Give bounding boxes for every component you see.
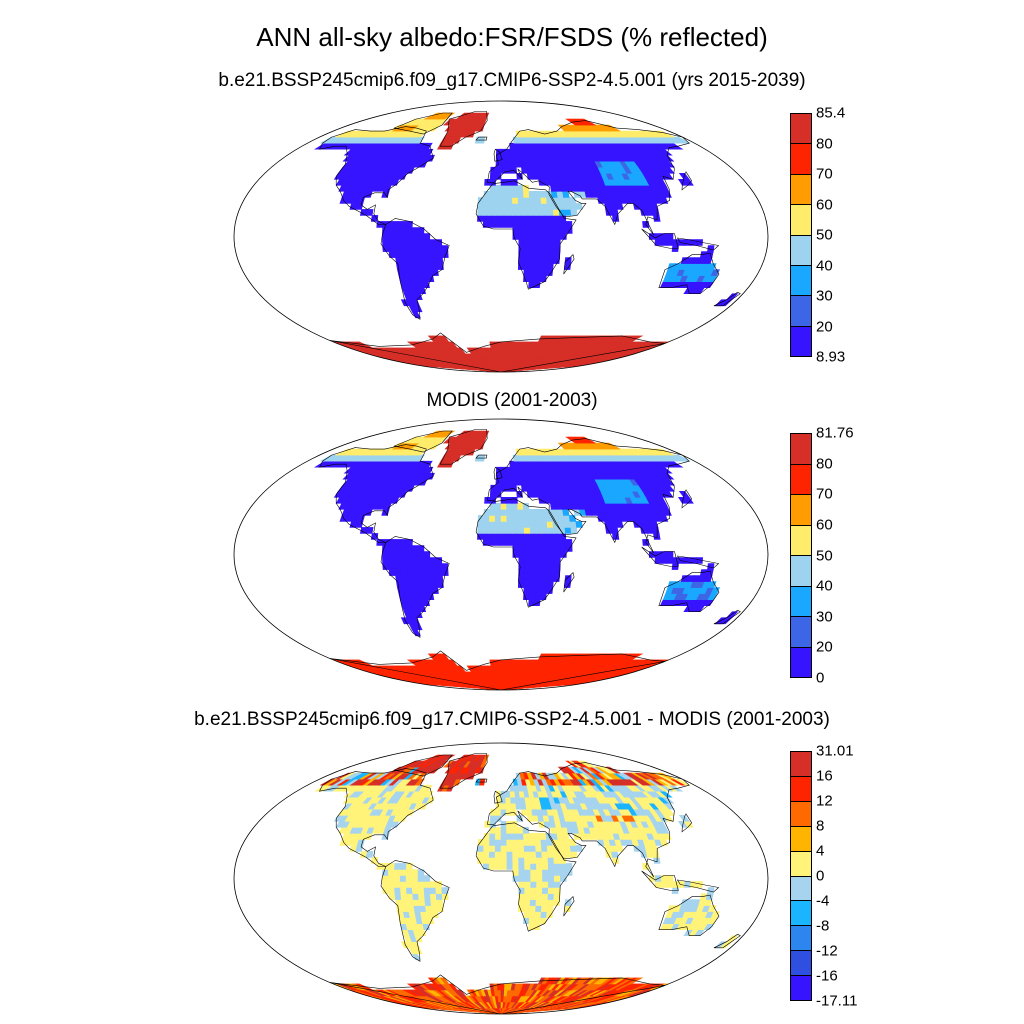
colorbar-swatch xyxy=(791,951,811,977)
colorbar-label: -4 xyxy=(816,892,830,910)
colorbar-model: 85.4 80 70 60 50 40 30 20 8.93 xyxy=(790,105,870,366)
colorbar-label: 0 xyxy=(816,669,825,687)
colorbar-swatches xyxy=(790,751,812,1001)
colorbar-label: 60 xyxy=(816,196,833,213)
colorbar-label: 40 xyxy=(816,577,833,595)
map-border xyxy=(233,418,769,691)
colorbar-label: 85.4 xyxy=(816,104,846,122)
colorbar-swatches xyxy=(790,113,812,357)
map-panel-difference xyxy=(233,742,769,1015)
colorbar-label: 60 xyxy=(816,516,833,534)
colorbar-label: 50 xyxy=(816,226,833,244)
colorbar-label: -12 xyxy=(816,942,838,960)
colorbar-swatch xyxy=(791,174,811,206)
colorbar-swatch xyxy=(791,926,811,952)
colorbar-label: 8.93 xyxy=(816,348,846,366)
colorbar-swatch xyxy=(791,851,811,877)
colorbar-swatch xyxy=(791,434,811,465)
colorbar-label: 0 xyxy=(816,867,825,885)
colorbar-label: 80 xyxy=(816,455,833,473)
colorbar-label: 16 xyxy=(816,767,833,785)
land-grid-cells xyxy=(313,754,739,1014)
colorbar-swatch xyxy=(791,114,811,145)
colorbar-label: 20 xyxy=(816,638,833,656)
colorbar-label: 20 xyxy=(816,318,833,335)
colorbar-swatch xyxy=(791,556,811,587)
coastlines xyxy=(318,753,741,1014)
colorbar-swatch xyxy=(791,144,811,175)
coastlines xyxy=(318,111,741,372)
colorbar-modis: 81.76 80 70 60 50 40 30 20 0 xyxy=(790,425,870,687)
colorbar-swatch xyxy=(791,296,811,327)
colorbar-label: 81.76 xyxy=(816,424,854,442)
colorbar-swatches xyxy=(790,433,812,678)
colorbar-swatch xyxy=(791,976,811,1001)
map-panel-modis xyxy=(233,418,769,691)
figure-title: ANN all-sky albedo:FSR/FSDS (% reflected… xyxy=(256,22,768,52)
colorbar-label: 30 xyxy=(816,287,833,305)
land-grid-cells xyxy=(313,430,739,690)
colorbar-label: 12 xyxy=(816,792,833,810)
colorbar-swatch xyxy=(791,464,811,495)
colorbar-swatch xyxy=(791,617,811,648)
colorbar-swatch xyxy=(791,876,811,902)
coastlines xyxy=(318,429,741,690)
colorbar-label: 40 xyxy=(816,257,833,274)
panel-3-title: b.e21.BSSP245cmip6.f09_g17.CMIP6-SSP2-4.… xyxy=(194,709,830,730)
panel-1-title: b.e21.BSSP245cmip6.f09_g17.CMIP6-SSP2-4.… xyxy=(218,70,806,91)
colorbar-swatch xyxy=(791,495,811,526)
colorbar-swatch xyxy=(791,586,811,617)
colorbar-swatch xyxy=(791,326,811,356)
colorbar-label: -16 xyxy=(816,967,838,985)
colorbar-difference: 31.01 16 12 8 4 0 -4 -8 -12 -16 -17.11 xyxy=(790,743,870,1010)
colorbar-swatch xyxy=(791,901,811,927)
colorbar-label: 30 xyxy=(816,608,833,626)
colorbar-swatch xyxy=(791,525,811,556)
colorbar-swatch xyxy=(791,235,811,266)
colorbar-swatch xyxy=(791,826,811,852)
map-panel-model xyxy=(233,100,769,373)
colorbar-label: 50 xyxy=(816,547,833,564)
map-border xyxy=(233,100,769,373)
colorbar-label: -8 xyxy=(816,917,830,935)
colorbar-swatch xyxy=(791,205,811,236)
colorbar-swatch xyxy=(791,801,811,827)
colorbar-label: 70 xyxy=(816,165,833,183)
colorbar-label: 80 xyxy=(816,135,833,152)
colorbar-swatch xyxy=(791,265,811,297)
panel-2-title: MODIS (2001-2003) xyxy=(426,390,598,411)
colorbar-label: 31.01 xyxy=(816,742,854,760)
colorbar-label: -17.11 xyxy=(816,992,858,1010)
colorbar-swatch xyxy=(791,752,811,777)
map-border xyxy=(233,742,769,1015)
colorbar-swatch xyxy=(791,776,811,802)
colorbar-label: 70 xyxy=(816,485,833,503)
colorbar-swatch xyxy=(791,647,811,677)
colorbar-label: 8 xyxy=(816,817,825,835)
colorbar-label: 4 xyxy=(816,842,825,860)
land-grid-cells xyxy=(313,112,739,372)
